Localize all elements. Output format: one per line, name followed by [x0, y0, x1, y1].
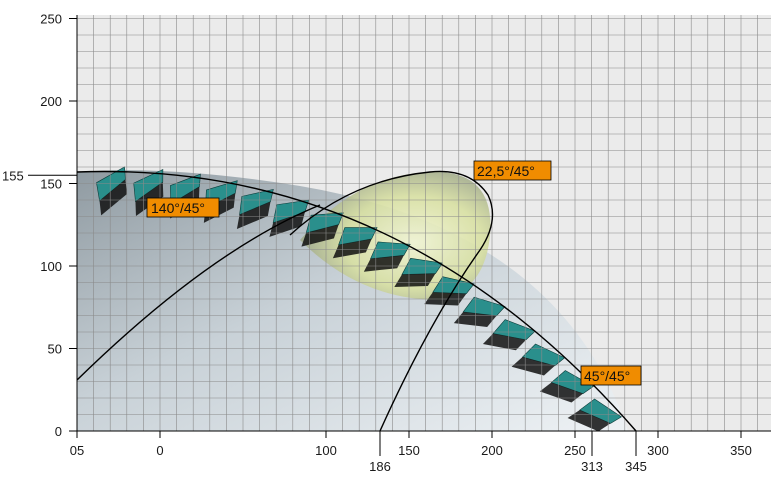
- tag-140: 140°/45°: [146, 197, 220, 218]
- x-tick-label: 150: [398, 443, 420, 458]
- ellipse-arc-22: [289, 170, 494, 432]
- saw-tooth: [394, 257, 444, 287]
- tag-45: 45°/45°: [580, 365, 642, 386]
- y-tick-label: 200: [40, 94, 62, 109]
- saw-tooth: [363, 241, 411, 272]
- x-tick-label: 350: [730, 443, 752, 458]
- saw-blade-image: [77, 15, 771, 431]
- y-axis-ticks: 0 50 100 150 200 250 155: [2, 12, 77, 439]
- blade-body: [77, 170, 628, 431]
- y-tick-label: 150: [40, 177, 62, 192]
- x-marker-label: 345: [625, 459, 647, 474]
- tag-22: 22,5°/45°: [473, 160, 552, 181]
- x-tick-label: 250: [564, 443, 586, 458]
- saw-tooth: [567, 398, 622, 431]
- y-tick-label: 0: [55, 424, 62, 439]
- saw-tooth: [511, 343, 566, 376]
- inner-arc-140: [76, 204, 321, 381]
- x-tick-label: 05: [70, 443, 84, 458]
- tag-140-label: 140°/45°: [151, 200, 205, 216]
- cut-curves: [76, 170, 637, 432]
- saw-tooth: [236, 188, 274, 229]
- x-tick-label: 0: [156, 443, 163, 458]
- saw-tooth: [301, 212, 344, 247]
- angle-tags: 140°/45° 22,5°/45° 45°/45°: [146, 160, 642, 386]
- outer-arc-140: [76, 170, 637, 432]
- y-tick-label: 50: [48, 342, 62, 357]
- x-tick-label: 300: [647, 443, 669, 458]
- y-marker-label: 155: [2, 168, 24, 183]
- tag-22-label: 22,5°/45°: [477, 163, 535, 179]
- x-marker-label: 313: [581, 459, 603, 474]
- y-tick-label: 100: [40, 259, 62, 274]
- axes: [76, 15, 771, 432]
- x-tick-label: 100: [315, 443, 337, 458]
- glow-region: [300, 171, 491, 300]
- tag-45-label: 45°/45°: [584, 368, 630, 384]
- x-axis-ticks: 050100150200250300350400186313345: [70, 431, 752, 474]
- x-tick-label: 200: [481, 443, 503, 458]
- x-marker-label: 186: [369, 459, 391, 474]
- y-tick-label: 250: [40, 12, 62, 27]
